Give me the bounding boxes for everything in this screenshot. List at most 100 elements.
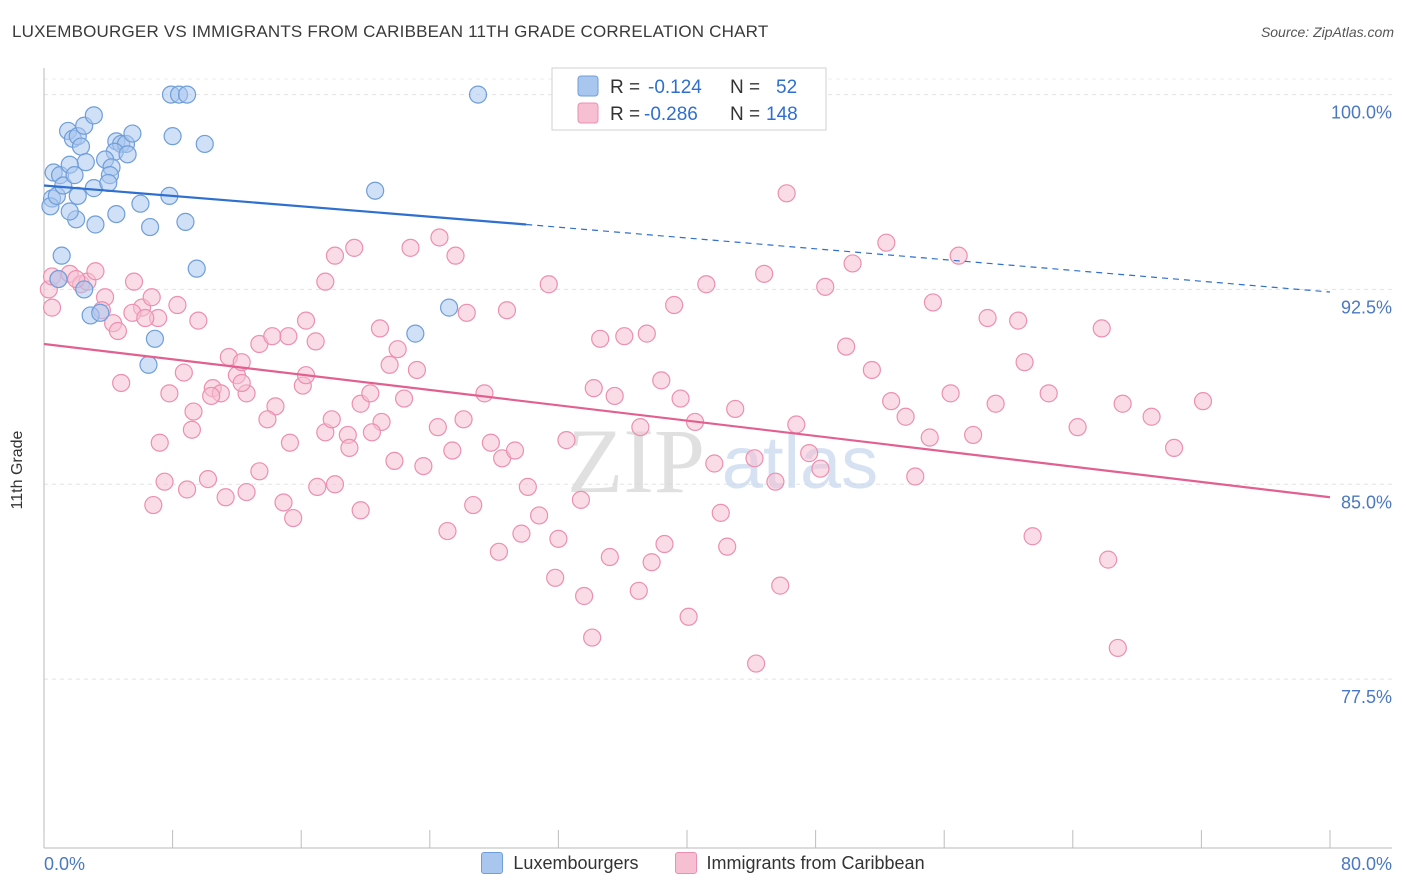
data-point	[274, 493, 293, 512]
data-point	[123, 124, 142, 143]
data-point	[446, 246, 465, 265]
data-point	[637, 324, 656, 343]
data-point	[652, 371, 671, 390]
data-point	[139, 355, 158, 374]
data-point	[182, 420, 201, 439]
data-point	[1015, 353, 1034, 372]
bottom-legend: Luxembourgers Immigrants from Caribbean	[0, 852, 1406, 874]
data-point	[1099, 550, 1118, 569]
legend-r-label-1: R =	[610, 77, 640, 98]
data-point	[428, 418, 447, 437]
data-point	[481, 433, 500, 452]
data-point	[195, 134, 214, 154]
data-point	[362, 423, 382, 442]
data-point	[1023, 527, 1042, 546]
data-point	[84, 106, 103, 125]
legend-n-value-1: 52	[776, 77, 797, 98]
data-point	[263, 327, 282, 346]
data-point	[584, 379, 603, 398]
data-point	[546, 568, 565, 587]
data-point	[557, 431, 576, 450]
data-point	[489, 542, 509, 561]
data-point	[49, 269, 68, 289]
data-point	[512, 524, 531, 543]
data-point	[443, 441, 462, 460]
data-point	[711, 503, 730, 522]
data-point	[325, 246, 345, 265]
data-point	[923, 293, 943, 312]
legend-r-value-2: -0.286	[644, 104, 698, 125]
legend-r-label-2: R =	[610, 104, 640, 125]
data-point	[896, 407, 915, 426]
data-point	[549, 529, 568, 548]
data-point	[202, 386, 221, 406]
legend-label-caribbean: Immigrants from Caribbean	[706, 852, 925, 873]
data-point	[747, 654, 766, 673]
legend-label-luxembourgers: Luxembourgers	[513, 852, 639, 873]
trend-line-caribbean	[43, 342, 1331, 499]
data-point	[160, 384, 179, 403]
data-point	[237, 482, 256, 502]
chart-title: LUXEMBOURGER VS IMMIGRANTS FROM CARIBBEA…	[12, 22, 769, 41]
data-point	[726, 399, 745, 419]
data-point	[60, 202, 79, 221]
data-point	[308, 477, 327, 496]
data-point	[177, 85, 197, 104]
data-point	[583, 628, 602, 647]
trend-line-luxembourgers	[43, 184, 527, 226]
legend-item-caribbean[interactable]: Immigrants from Caribbean	[674, 852, 925, 874]
data-point	[401, 238, 420, 257]
data-point	[163, 127, 182, 146]
data-point	[518, 477, 537, 496]
y-tick-label: 77.5%	[1341, 687, 1392, 707]
data-point	[388, 340, 407, 359]
data-point	[131, 194, 150, 213]
data-point	[964, 425, 983, 445]
data-point	[140, 217, 160, 237]
luxembourger-points	[41, 85, 488, 374]
data-point	[75, 280, 94, 299]
x-axis-labels: 0.0% 80.0%	[44, 854, 1392, 874]
data-point	[671, 389, 690, 408]
data-point	[591, 329, 610, 348]
data-point	[665, 295, 684, 315]
data-point	[438, 521, 457, 541]
data-point	[280, 433, 300, 452]
data-point	[322, 410, 341, 429]
data-point	[978, 308, 997, 328]
data-point	[279, 327, 298, 346]
legend-swatch-caribbean	[674, 852, 697, 874]
data-point	[430, 228, 449, 247]
y-tick-label: 85.0%	[1341, 492, 1392, 512]
trend-line-luxembourgers-extension	[526, 223, 1331, 293]
data-point	[457, 303, 476, 322]
data-point	[1039, 384, 1058, 403]
data-point	[800, 444, 819, 463]
data-point	[816, 277, 835, 296]
data-point	[468, 85, 488, 104]
data-point	[475, 384, 494, 403]
data-point	[986, 394, 1005, 413]
data-point	[394, 389, 414, 408]
data-point	[86, 215, 105, 234]
data-point	[882, 392, 901, 411]
data-point	[605, 386, 624, 406]
data-point	[705, 454, 724, 473]
x-label-min: 0.0%	[44, 854, 85, 874]
data-point	[615, 327, 634, 346]
legend-swatch-blue	[577, 75, 599, 97]
data-point	[52, 246, 71, 265]
legend-item-luxembourgers[interactable]: Luxembourgers	[481, 852, 639, 874]
data-point	[361, 384, 380, 403]
data-point	[108, 321, 128, 341]
data-point	[766, 472, 785, 491]
data-point	[877, 233, 896, 252]
data-point	[843, 254, 862, 273]
data-point	[266, 397, 285, 416]
data-point	[1113, 394, 1132, 413]
data-point	[862, 360, 881, 380]
data-point	[340, 438, 359, 458]
data-point	[155, 472, 174, 491]
data-point	[177, 480, 197, 499]
